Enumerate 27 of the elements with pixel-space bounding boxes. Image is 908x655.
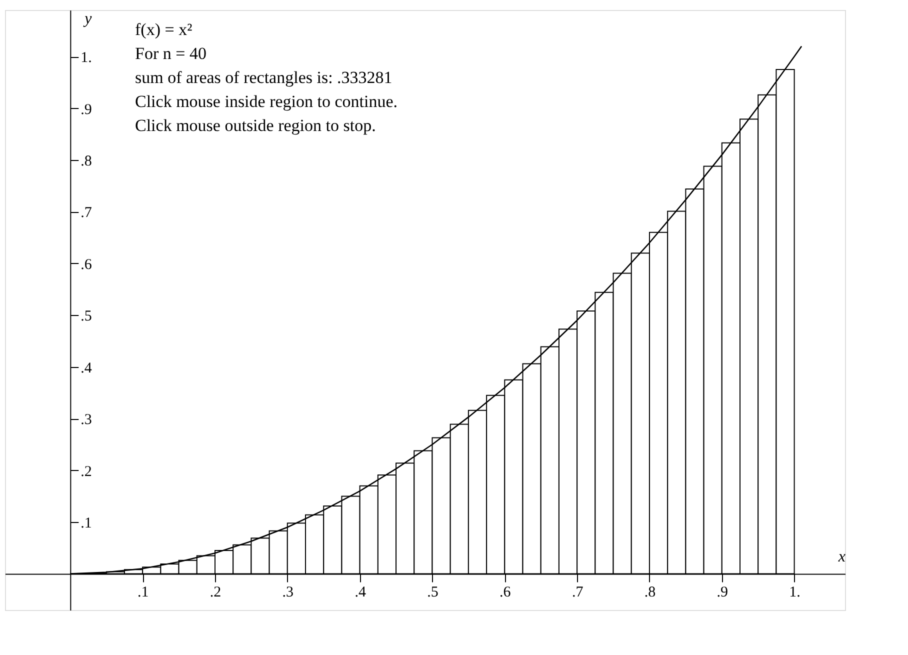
x-tick-label: .2 — [210, 584, 222, 600]
x-tick-label: .8 — [644, 584, 656, 600]
y-tick-label: .7 — [80, 205, 92, 222]
annotation: Click mouse inside region to continue. — [135, 92, 398, 111]
y-tick-label: .2 — [80, 464, 92, 480]
y-tick-label: .9 — [80, 102, 92, 118]
y-tick-label: .5 — [80, 308, 92, 325]
x-tick-label: .6 — [500, 584, 512, 600]
annotation: Click mouse outside region to stop. — [135, 116, 376, 135]
x-tick-label: .1 — [137, 584, 149, 600]
x-tick-label: 1. — [789, 584, 800, 600]
y-tick-label: .8 — [80, 154, 92, 170]
x-tick-label: .5 — [427, 584, 438, 600]
x-axis-title: x — [837, 548, 846, 566]
y-tick-label: .6 — [80, 256, 92, 273]
y-tick-label: 1. — [80, 50, 92, 66]
annotation: sum of areas of rectangles is: .333281 — [135, 68, 392, 87]
x-tick-label: .9 — [716, 584, 728, 600]
y-tick-label: .1 — [80, 516, 92, 532]
y-tick-label: .3 — [80, 412, 92, 428]
y-tick-label: .4 — [80, 360, 92, 376]
x-tick-label: .3 — [282, 584, 294, 600]
y-axis-title: y — [82, 10, 93, 28]
annotation: For n = 40 — [135, 44, 206, 63]
annotation: f(x) = x² — [135, 20, 192, 39]
x-tick-label: .4 — [354, 584, 366, 600]
x-tick-label: .7 — [572, 584, 584, 600]
